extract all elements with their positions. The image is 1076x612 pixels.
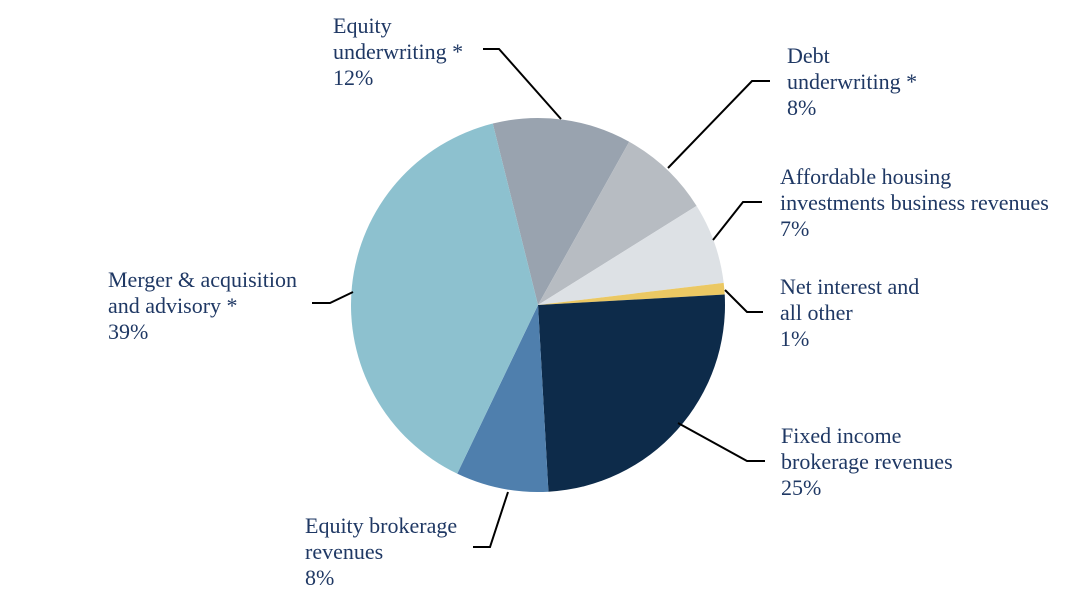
slice-label-equity-brokerage: Equity brokerage revenues 8% — [305, 513, 457, 591]
pie-slice-affordable-housing-investments-business-revenues — [538, 205, 724, 305]
label-line: and advisory * — [108, 293, 238, 318]
leader-line-equity-brokerage — [473, 491, 509, 548]
slice-label-merger-acquisition: Merger & acquisition and advisory * 39% — [108, 267, 297, 345]
pie-slice-equity-brokerage-revenues — [457, 305, 549, 493]
slice-label-net-interest: Net interest and all other 1% — [780, 274, 919, 352]
pie — [350, 117, 726, 493]
label-percent: 8% — [305, 565, 335, 590]
leader-line-merger-acquisition — [312, 291, 354, 304]
leader-line-fixed-income — [677, 422, 765, 462]
label-line: revenues — [305, 539, 384, 564]
label-percent: 7% — [780, 216, 810, 241]
pie-slice-equity-underwriting — [492, 117, 630, 305]
label-line: Merger & acquisition — [108, 267, 297, 292]
label-percent: 8% — [787, 95, 817, 120]
pie-slice-debt-underwriting — [538, 141, 697, 305]
label-line: investments business revenues — [780, 190, 1049, 215]
pie-slice-fixed-income-brokerage-revenues — [538, 294, 726, 492]
label-percent: 39% — [108, 319, 149, 344]
slice-label-fixed-income: Fixed income brokerage revenues 25% — [781, 423, 953, 501]
label-line: Affordable housing — [780, 164, 952, 189]
label-line: Equity — [333, 13, 392, 38]
label-line: Equity brokerage — [305, 513, 458, 538]
leader-line-affordable-housing — [712, 201, 762, 241]
label-percent: 1% — [780, 326, 810, 351]
label-line: Net interest and — [780, 274, 920, 299]
label-line: underwriting * — [333, 39, 464, 64]
label-percent: 25% — [781, 475, 822, 500]
label-line: Debt — [787, 43, 830, 68]
slice-label-debt-underwriting: Debt underwriting * 8% — [787, 43, 917, 121]
slice-label-affordable-housing: Affordable housing investments business … — [780, 164, 1049, 242]
label-line: underwriting * — [787, 69, 918, 94]
label-line: Fixed income — [781, 423, 902, 448]
slice-label-equity-underwriting: Equity underwriting * 12% — [333, 13, 463, 91]
label-line: brokerage revenues — [781, 449, 953, 474]
label-line: all other — [780, 300, 853, 325]
pie-slice-net-interest-and-all-other — [538, 282, 725, 305]
leader-line-debt-underwriting — [667, 80, 770, 169]
label-percent: 12% — [333, 65, 374, 90]
pie-slice-merger-acquisition-and-advisory — [350, 123, 538, 474]
leader-line-net-interest — [724, 289, 763, 313]
leader-lines — [312, 48, 770, 548]
leader-line-equity-underwriting — [483, 48, 562, 120]
